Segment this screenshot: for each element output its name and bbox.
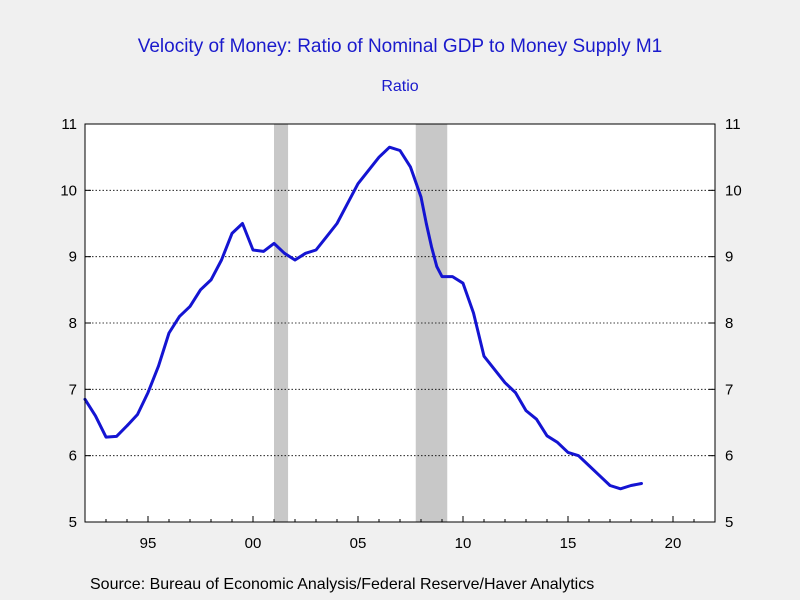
ytick-left-label: 11 <box>61 116 77 133</box>
xtick-label: 00 <box>245 535 262 552</box>
xtick-label: 10 <box>455 535 472 552</box>
xtick-label: 95 <box>140 535 157 552</box>
xtick-label: 15 <box>560 535 577 552</box>
source-note: Source: Bureau of Economic Analysis/Fede… <box>90 576 595 593</box>
ytick-left-label: 7 <box>69 381 77 398</box>
ytick-left-label: 6 <box>69 448 77 465</box>
ytick-right-label: 6 <box>725 448 733 465</box>
ytick-right-label: 5 <box>725 514 733 531</box>
ytick-right-label: 8 <box>725 315 733 332</box>
xtick-label: 05 <box>350 535 367 552</box>
ytick-right-label: 11 <box>725 116 741 133</box>
ytick-right-label: 9 <box>725 249 733 266</box>
series-line-1 <box>83 145 643 491</box>
xtick-label: 20 <box>665 535 682 552</box>
ytick-right-label: 10 <box>725 182 742 199</box>
ytick-left-label: 5 <box>69 514 77 531</box>
ytick-right-label: 7 <box>725 381 733 398</box>
chart-title: Velocity of Money: Ratio of Nominal GDP … <box>137 36 663 57</box>
ytick-left-label: 10 <box>60 182 77 199</box>
chart-subtitle: Ratio <box>381 78 419 95</box>
ytick-left-label: 8 <box>69 315 77 332</box>
ytick-left-label: 9 <box>69 249 77 266</box>
